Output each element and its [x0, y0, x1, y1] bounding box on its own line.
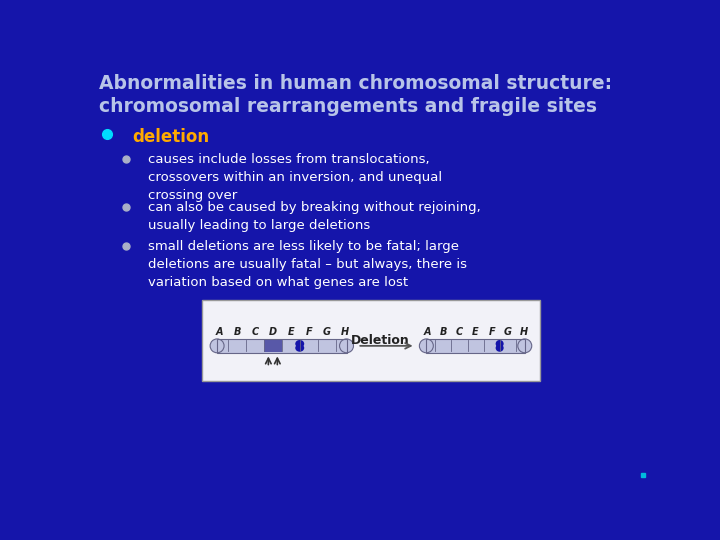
- Text: E: E: [287, 327, 294, 338]
- Text: C: C: [456, 327, 463, 338]
- Text: Deletion: Deletion: [351, 334, 410, 347]
- Ellipse shape: [495, 340, 504, 348]
- Ellipse shape: [518, 339, 532, 353]
- Text: deletion: deletion: [132, 128, 210, 146]
- Text: C: C: [251, 327, 258, 338]
- Bar: [264, 340, 282, 352]
- Text: E: E: [472, 327, 479, 338]
- Text: D: D: [269, 327, 277, 338]
- Text: B: B: [233, 327, 240, 338]
- FancyBboxPatch shape: [202, 300, 539, 381]
- Ellipse shape: [495, 344, 504, 352]
- Text: Abnormalities in human chromosomal structure:: Abnormalities in human chromosomal struc…: [99, 74, 613, 93]
- Text: F: F: [488, 327, 495, 338]
- Text: F: F: [305, 327, 312, 338]
- Text: A: A: [423, 327, 431, 338]
- Text: can also be caused by breaking without rejoining,
usually leading to large delet: can also be caused by breaking without r…: [148, 201, 481, 232]
- Text: chromosomal rearrangements and fragile sites: chromosomal rearrangements and fragile s…: [99, 97, 598, 116]
- Ellipse shape: [295, 344, 305, 352]
- Ellipse shape: [295, 340, 305, 348]
- Text: H: H: [520, 327, 528, 338]
- Bar: [217, 339, 346, 353]
- Text: G: G: [323, 327, 330, 338]
- Bar: [426, 339, 525, 353]
- Ellipse shape: [210, 339, 224, 353]
- Ellipse shape: [340, 339, 354, 353]
- Text: H: H: [341, 327, 348, 338]
- Text: B: B: [440, 327, 447, 338]
- Bar: [217, 339, 346, 353]
- Ellipse shape: [419, 339, 433, 353]
- Bar: [426, 339, 525, 353]
- Text: A: A: [215, 327, 222, 338]
- Text: small deletions are less likely to be fatal; large
deletions are usually fatal –: small deletions are less likely to be fa…: [148, 240, 467, 288]
- Text: causes include losses from translocations,
crossovers within an inversion, and u: causes include losses from translocation…: [148, 153, 442, 201]
- Text: G: G: [504, 327, 512, 338]
